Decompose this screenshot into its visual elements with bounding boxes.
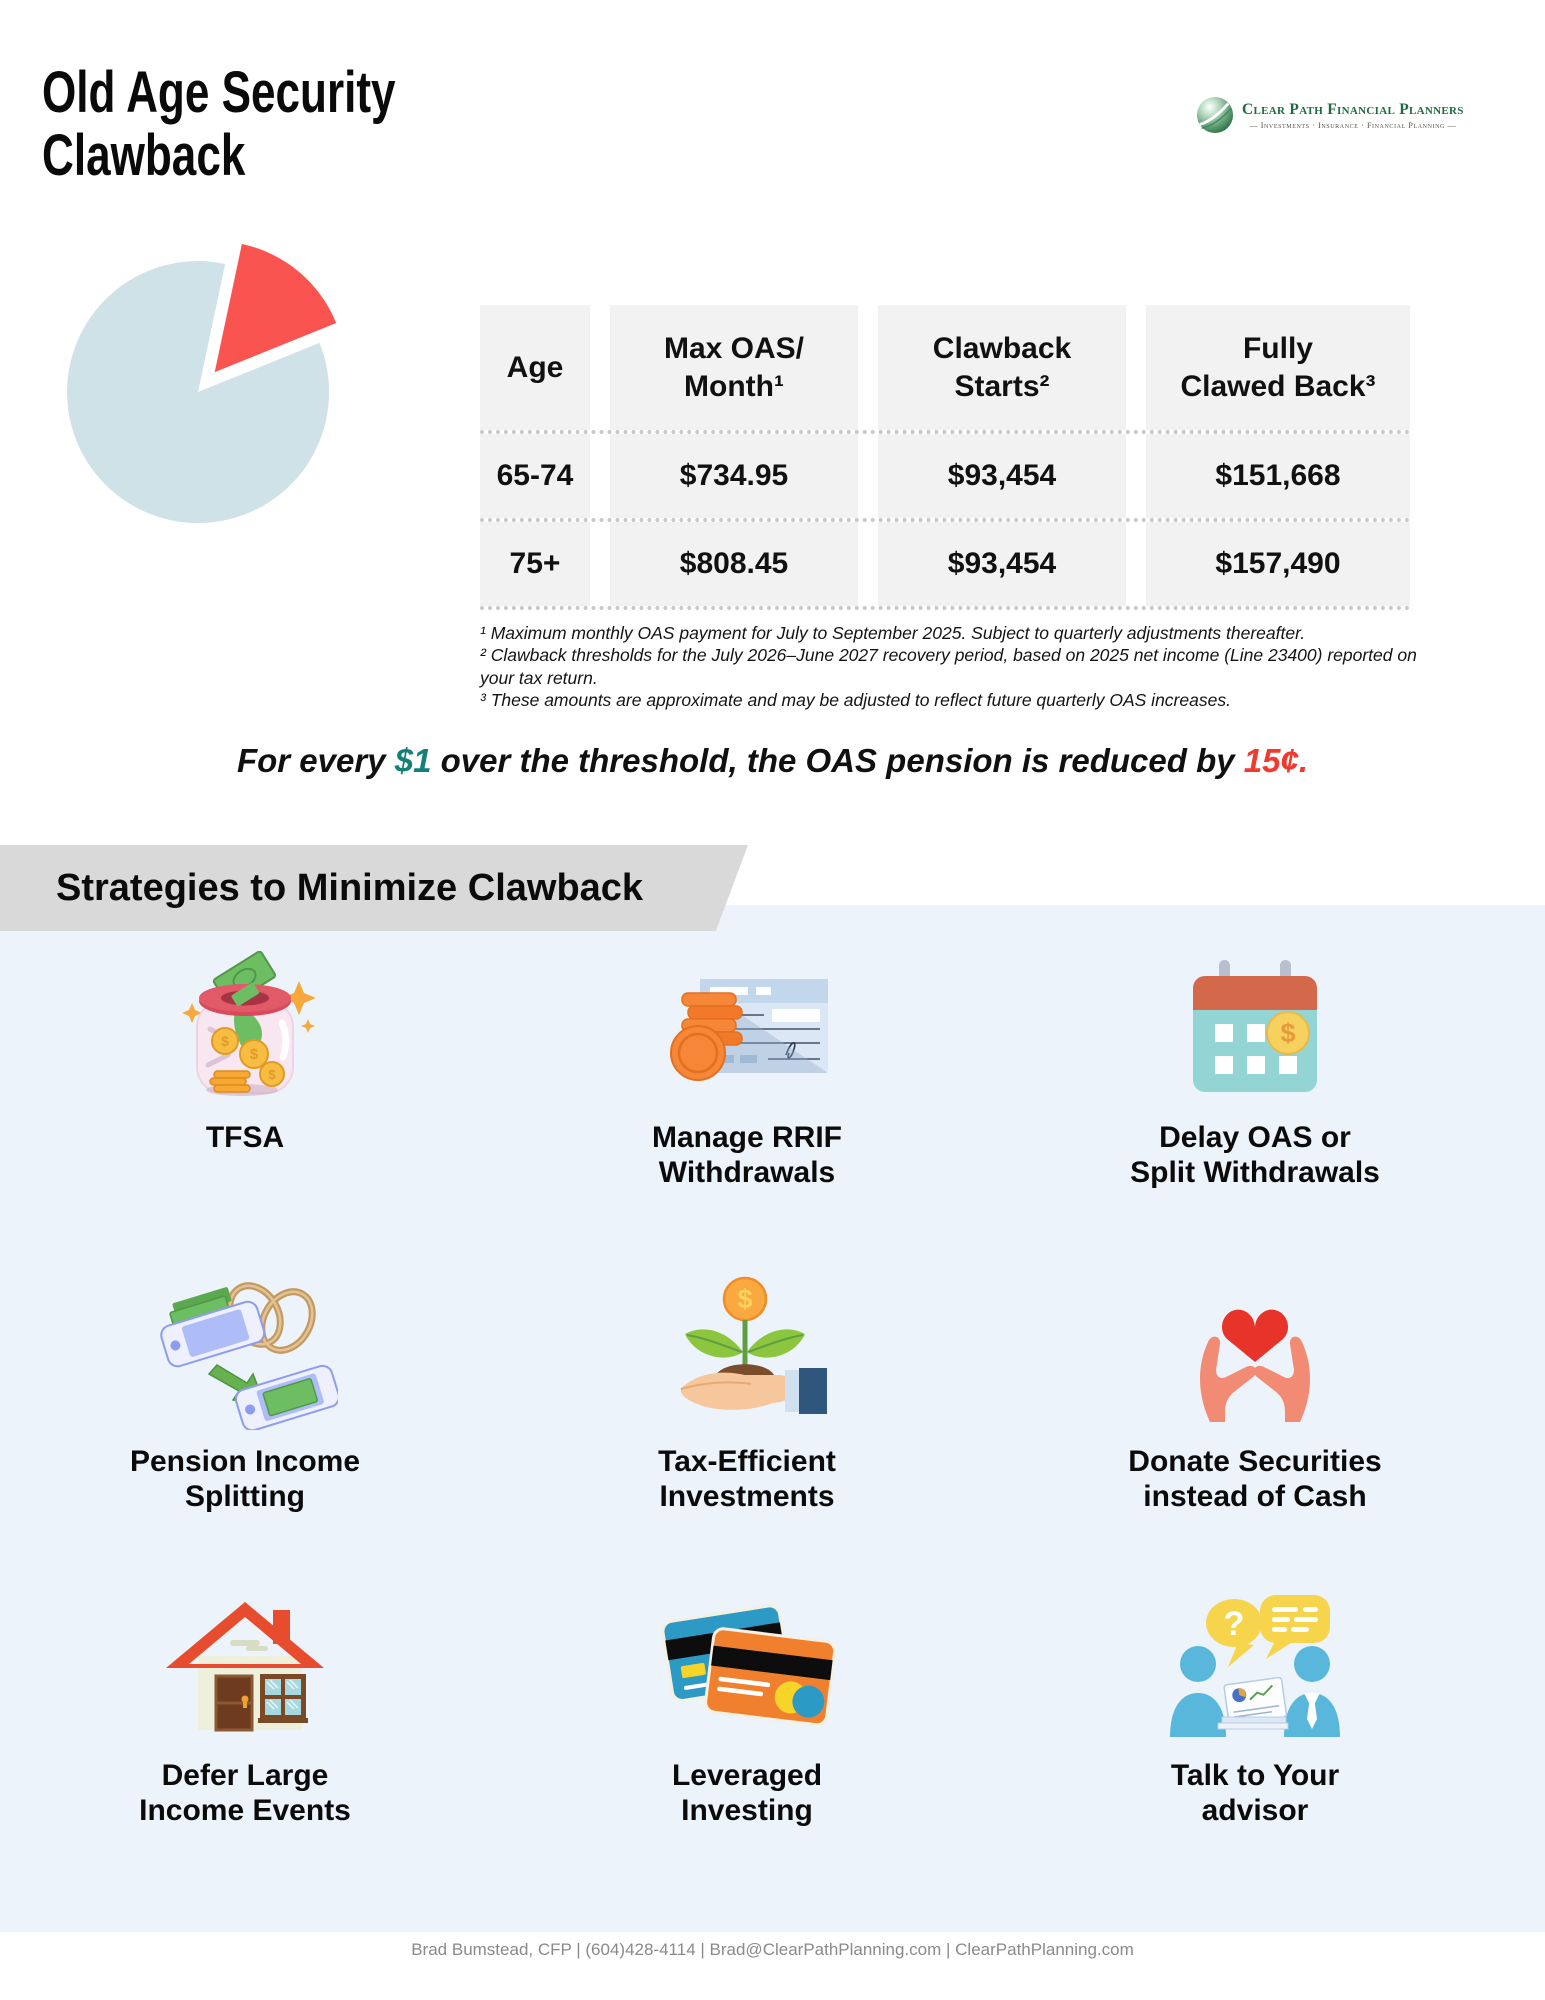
phones-transfer-rings-icon xyxy=(159,1281,338,1430)
table-row: 75+ $808.45 $93,454 $157,490 xyxy=(480,522,1410,606)
strategy-label: Delay OAS or Split Withdrawals xyxy=(1130,1121,1380,1190)
strategy-pension-splitting: Pension Income Splitting xyxy=(30,1262,460,1514)
cell-fully-clawed: $157,490 xyxy=(1146,522,1410,606)
key-fact-amount: $1 xyxy=(394,742,432,779)
table-divider xyxy=(480,606,1410,610)
footnote-3: ³ These amounts are approximate and may … xyxy=(480,690,1231,711)
strategy-defer-income: Defer Large Income Events xyxy=(30,1578,460,1828)
oas-pie-chart xyxy=(67,244,337,524)
col-header-age: Age xyxy=(480,305,590,430)
cell-clawback-starts: $93,454 xyxy=(878,434,1126,518)
cell-age: 75+ xyxy=(480,522,590,606)
svg-text:$: $ xyxy=(250,1046,259,1063)
strategy-manage-rrif: Manage RRIF Withdrawals xyxy=(532,948,962,1190)
cell-age: 65-74 xyxy=(480,434,590,518)
svg-text:$: $ xyxy=(737,1284,752,1314)
table-header-row: Age Max OAS/ Month¹ Clawback Starts² Ful… xyxy=(480,305,1410,430)
key-fact-penalty: 15¢. xyxy=(1243,742,1309,779)
cell-max-oas: $808.45 xyxy=(610,522,858,606)
table-row: 65-74 $734.95 $93,454 $151,668 xyxy=(480,434,1410,518)
key-fact-middle: over the threshold, the OAS pension is r… xyxy=(431,742,1244,779)
col-header-max-oas: Max OAS/ Month¹ xyxy=(610,305,858,430)
pie-slice-clawback xyxy=(214,244,337,373)
strategy-delay-oas: $ Delay OAS or Split Withdrawals xyxy=(1040,948,1470,1190)
strategy-label: Leveraged Investing xyxy=(671,1759,823,1828)
svg-text:$: $ xyxy=(268,1067,276,1082)
strategies-heading: Strategies to Minimize Clawback xyxy=(56,866,644,909)
key-fact-prefix: For every xyxy=(236,742,395,779)
strategy-talk-to-advisor: ? xyxy=(1040,1578,1470,1828)
table-footnotes: ¹ Maximum monthly OAS payment for July t… xyxy=(480,622,1420,712)
logo-name: Clear Path Financial Planners xyxy=(1242,100,1464,118)
strategy-label: Pension Income Splitting xyxy=(129,1445,361,1514)
strategy-label: Talk to Your advisor xyxy=(1170,1759,1340,1828)
footnote-2: ² Clawback thresholds for the July 2026–… xyxy=(480,645,1417,688)
page-title: Old Age Security Clawback xyxy=(42,60,396,188)
pie-body xyxy=(67,261,330,524)
svg-text:$: $ xyxy=(1280,1018,1295,1048)
strategy-tfsa: $ $ $ TFSA xyxy=(30,948,460,1155)
strategy-label: Tax-Efficient Investments xyxy=(658,1445,836,1514)
table-divider xyxy=(480,518,1410,522)
strategy-label: Donate Securities instead of Cash xyxy=(1128,1445,1382,1514)
footnote-1: ¹ Maximum monthly OAS payment for July t… xyxy=(480,623,1306,643)
strategy-donate-securities: Donate Securities instead of Cash xyxy=(1040,1262,1470,1514)
house-icon xyxy=(166,1602,324,1732)
cell-max-oas: $734.95 xyxy=(610,434,858,518)
oas-table: Age Max OAS/ Month¹ Clawback Starts² Ful… xyxy=(480,305,1410,610)
money-jar-icon: $ $ $ xyxy=(182,950,316,1096)
strategy-tax-efficient: $ Tax-Efficient Investments xyxy=(532,1262,962,1514)
strategy-label: Defer Large Income Events xyxy=(139,1759,351,1828)
calendar-coin-icon: $ xyxy=(1193,960,1317,1092)
cell-clawback-starts: $93,454 xyxy=(878,522,1126,606)
col-header-fully-clawed: Fully Clawed Back³ xyxy=(1146,305,1410,430)
globe-icon xyxy=(1196,96,1234,134)
strategy-leveraged-investing: Leveraged Investing xyxy=(532,1578,962,1828)
plant-coin-hand-icon: $ xyxy=(680,1276,827,1414)
key-fact-statement: For every $1 over the threshold, the OAS… xyxy=(0,742,1545,780)
table-divider xyxy=(480,430,1410,434)
strategy-label: Manage RRIF Withdrawals xyxy=(651,1121,843,1190)
contact-footer: Brad Bumstead, CFP | (604)428-4114 | Bra… xyxy=(411,1940,1134,1959)
svg-text:$: $ xyxy=(221,1033,229,1049)
strategy-label: TFSA xyxy=(205,1121,285,1154)
strategies-heading-banner: Strategies to Minimize Clawback xyxy=(0,845,748,931)
advisor-chat-icon: ? xyxy=(1170,1595,1340,1737)
cheque-coins-icon xyxy=(669,978,828,1081)
credit-cards-icon xyxy=(661,1604,837,1727)
svg-text:?: ? xyxy=(1224,1605,1245,1643)
cell-fully-clawed: $151,668 xyxy=(1146,434,1410,518)
logo-tagline: — Investments · Insurance · Financial Pl… xyxy=(1249,120,1457,130)
company-logo: Clear Path Financial Planners — Investme… xyxy=(1196,96,1464,134)
col-header-clawback-starts: Clawback Starts² xyxy=(878,305,1126,430)
hands-heart-icon xyxy=(1199,1309,1311,1422)
